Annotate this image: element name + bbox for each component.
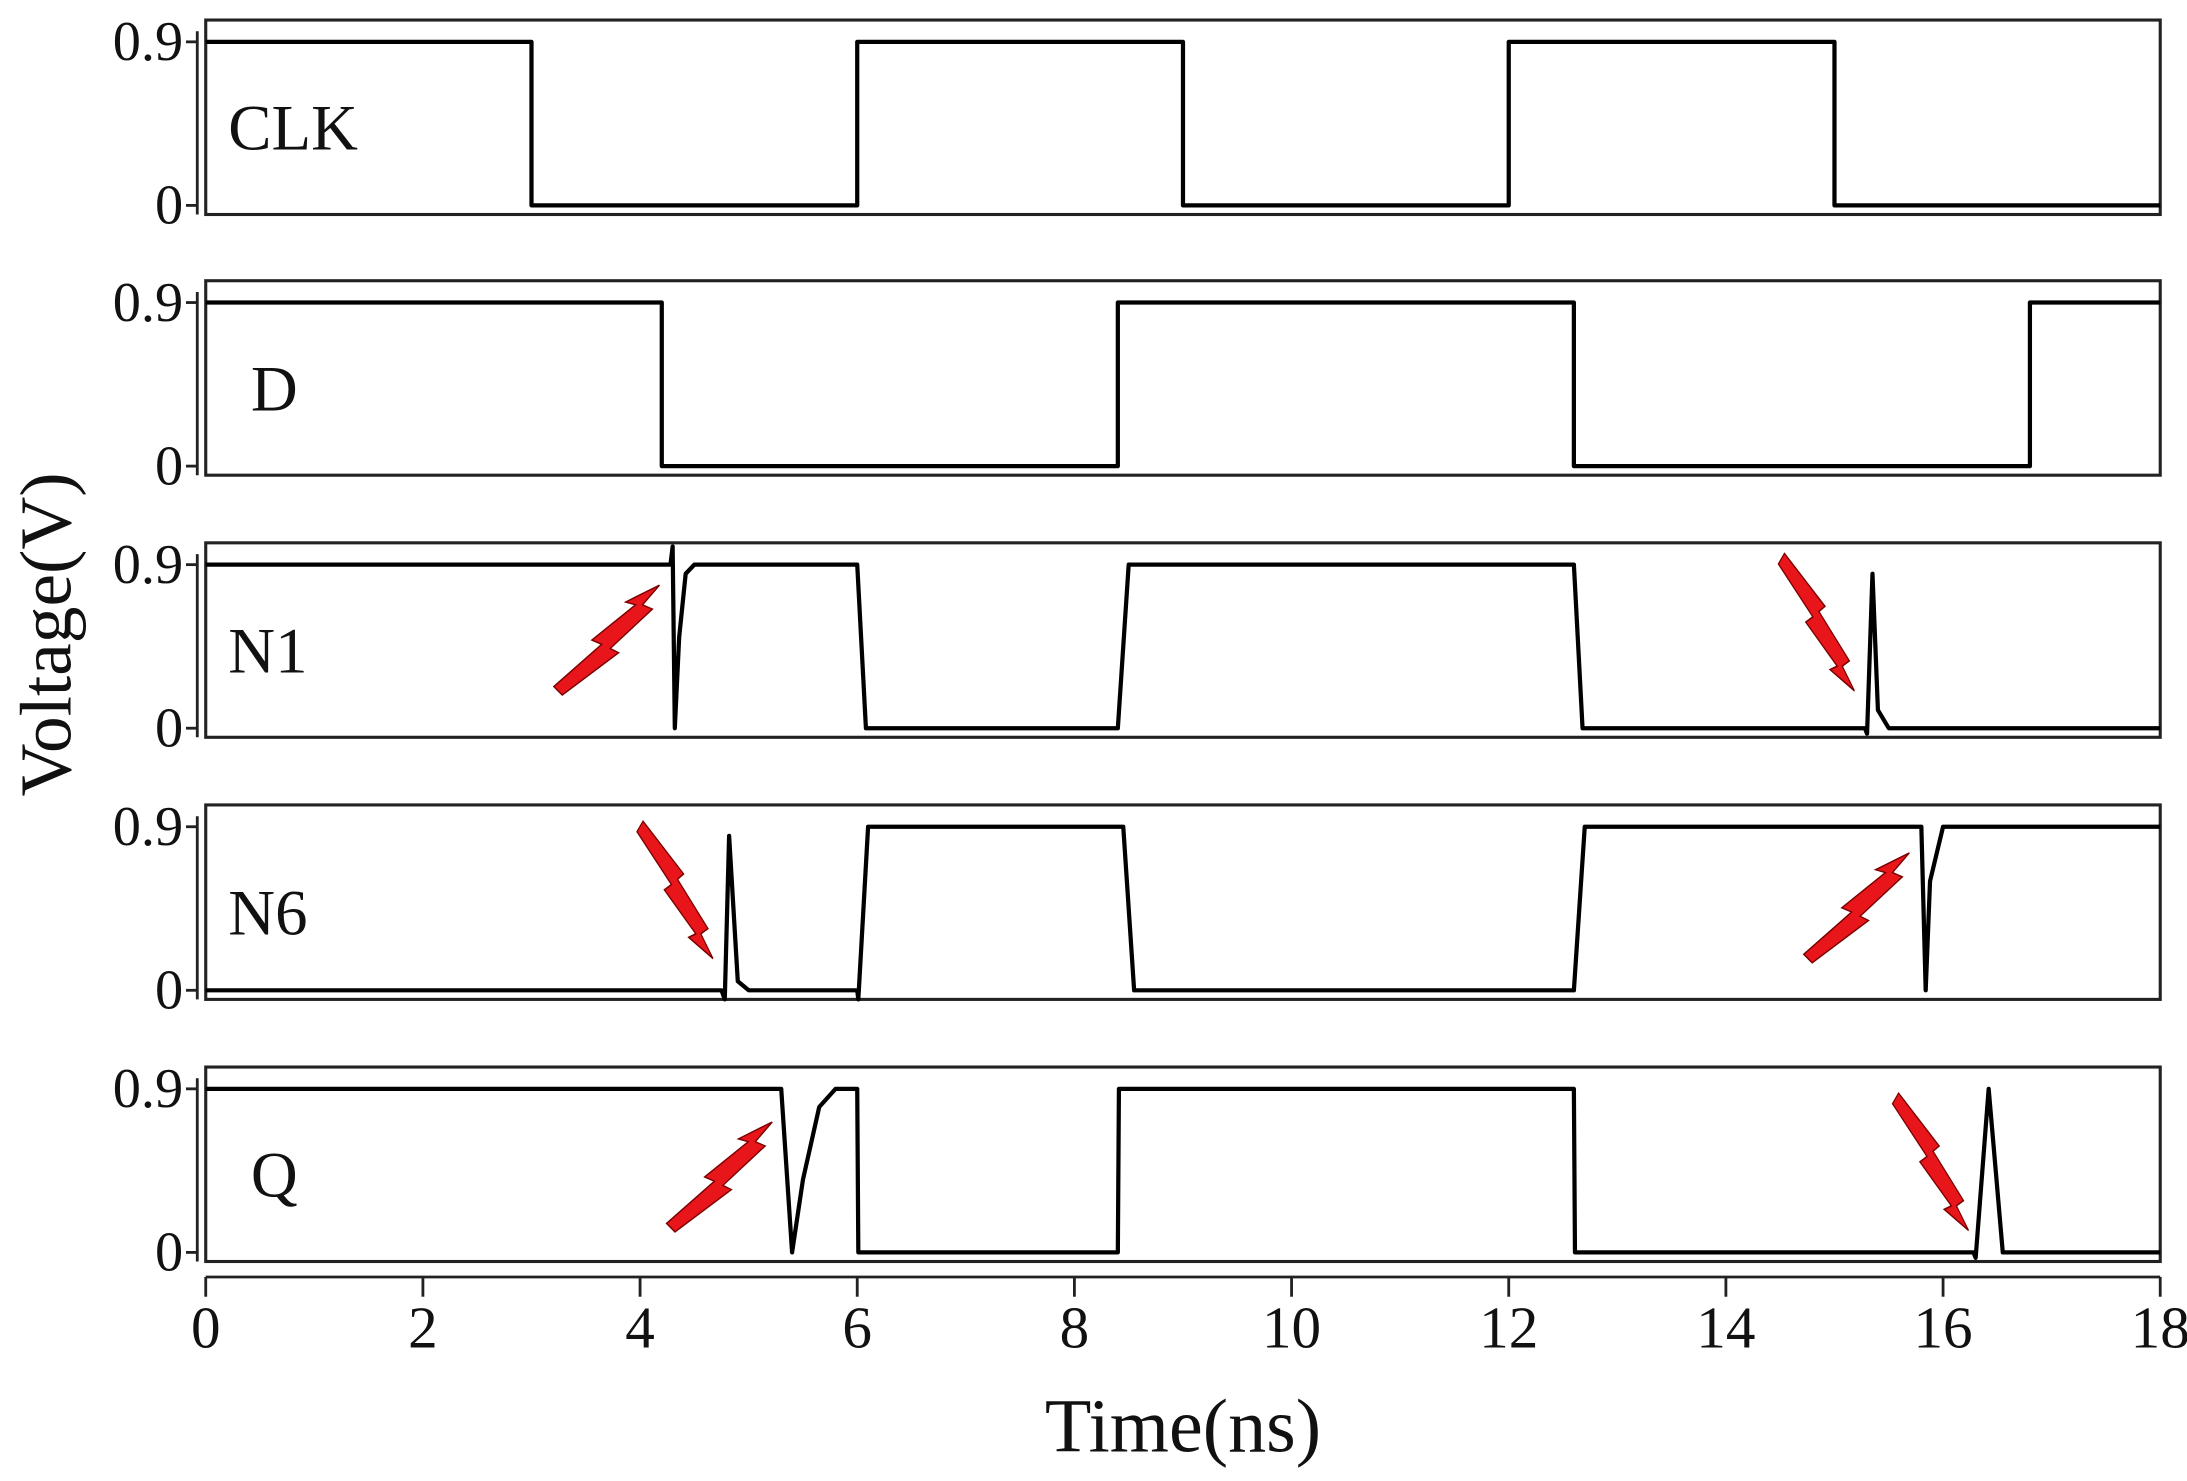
y-axis-label: Voltage(V) [5,472,86,796]
fault-marker [636,820,714,960]
x-tick-label: 10 [1262,1294,1321,1360]
y-tick-label: 0 [155,175,183,237]
x-axis-label: Time(ns) [1045,1385,1321,1469]
fault-marker [1891,1092,1970,1232]
signal-line [205,1086,2161,1260]
y-tick-label: 0.9 [113,11,183,73]
fault-markers [553,552,1970,1233]
x-tick-label: 16 [1913,1294,1972,1360]
signal-line [205,824,2161,1002]
x-tick-label: 0 [191,1294,221,1360]
x-tick-label: 4 [625,1294,655,1360]
x-tick-label: 12 [1479,1294,1538,1360]
panel: 0 0.9 Q 0 2 4 6 8 10 12 14 16 18 Time(ns) [113,1058,2187,1469]
y-tick-label: 0 [155,435,183,497]
y-tick-label: 0 [155,1222,183,1284]
signal-line [205,544,2161,736]
y-tick-label: 0.9 [113,534,183,596]
plot-frame [204,279,2162,477]
plot-frame [204,18,2162,217]
y-tick-label: 0.9 [113,272,183,334]
fault-marker [665,1121,773,1233]
plot-frame [204,803,2162,1001]
panel-label: N6 [228,878,307,950]
x-tick-label: 18 [2131,1294,2187,1360]
signal-line [205,300,2161,469]
panel: 0 0.9 CLK Voltage(V) [5,11,2162,797]
x-tick-label: 14 [1696,1294,1755,1360]
x-tick-label: 2 [408,1294,438,1360]
y-tick-label: 0.9 [113,796,183,858]
y-tick-label: 0 [155,698,183,760]
signal-line [205,39,2161,208]
panel-label: Q [251,1140,298,1212]
x-tick-label: 6 [842,1294,872,1360]
panel-label: N1 [228,615,307,687]
y-tick-label: 0.9 [113,1058,183,1120]
y-tick-label: 0 [155,960,183,1022]
panel-label: D [251,353,298,425]
fault-marker [553,584,661,696]
panel: 0 0.9 N1 [113,534,2162,760]
panel: 0 0.9 N6 [113,796,2162,1022]
panel: 0 0.9 D [113,272,2162,497]
plot-frame [204,541,2162,739]
x-tick-label: 8 [1060,1294,1090,1360]
fault-marker [1803,852,1911,964]
panel-label: CLK [228,93,358,165]
fault-marker [1777,552,1856,692]
plot-frame [204,1065,2162,1264]
